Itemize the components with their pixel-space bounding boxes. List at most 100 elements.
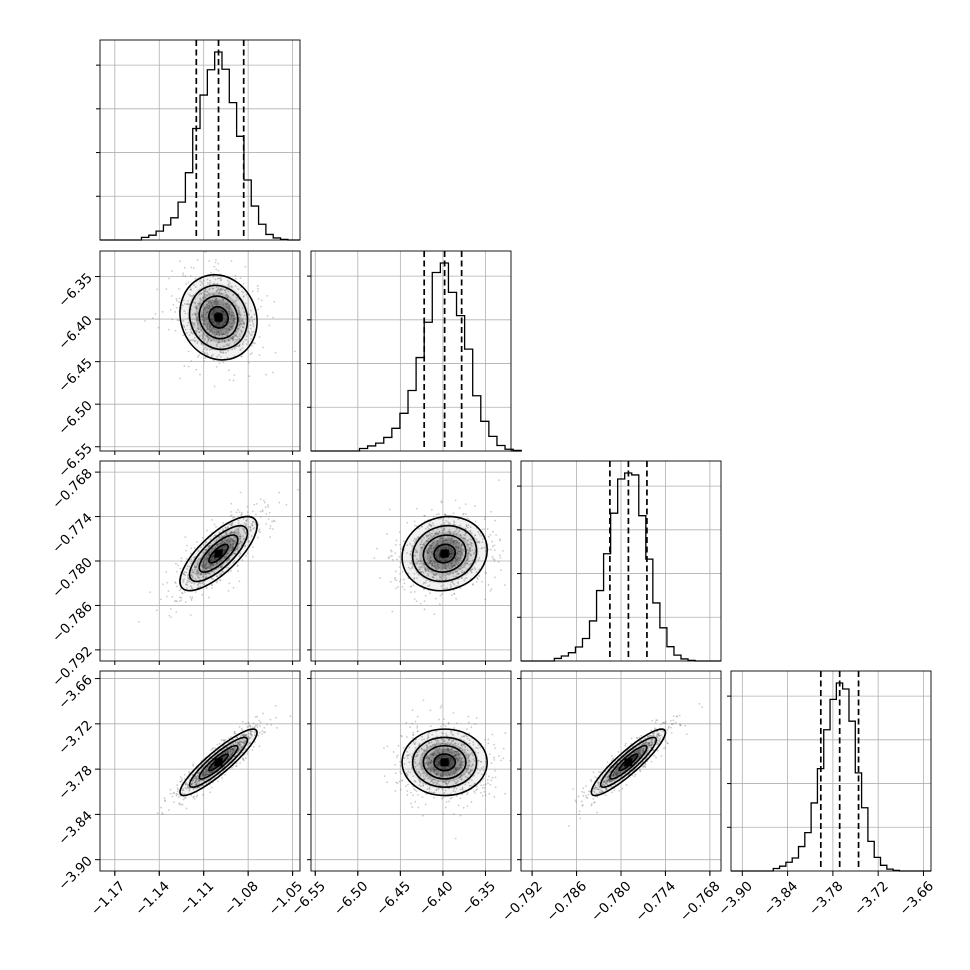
scatter-point <box>430 525 433 528</box>
scatter-point <box>462 513 465 516</box>
scatter-point <box>237 309 240 312</box>
scatter-point <box>199 582 202 585</box>
scatter-point <box>226 300 229 303</box>
scatter-point <box>202 773 205 776</box>
scatter-point <box>232 743 235 745</box>
scatter-point <box>230 531 232 534</box>
scatter-point <box>208 337 211 339</box>
scatter-point <box>442 750 444 753</box>
scatter-point <box>253 318 256 321</box>
scatter-point <box>194 591 197 593</box>
scatter-point <box>209 771 212 774</box>
scatter-point <box>455 750 458 753</box>
scatter-point <box>421 814 424 817</box>
scatter-point <box>224 538 227 541</box>
scatter-point <box>448 739 450 742</box>
scatter-point <box>259 721 262 724</box>
scatter-point <box>232 319 235 322</box>
scatter-point <box>462 756 465 759</box>
scatter-point <box>437 763 440 766</box>
scatter-point <box>230 549 233 552</box>
scatter-point <box>231 548 234 550</box>
scatter-point <box>413 537 416 540</box>
scatter-point <box>237 544 240 546</box>
scatter-point <box>467 781 470 784</box>
scatter-point <box>478 568 481 571</box>
scatter-point <box>196 786 199 789</box>
scatter-point <box>462 743 465 746</box>
scatter-point <box>208 298 211 301</box>
scatter-point <box>218 560 221 563</box>
scatter-point <box>453 523 456 526</box>
scatter-point <box>181 304 184 307</box>
scatter-point <box>471 568 473 571</box>
scatter-point <box>267 504 269 506</box>
scatter-point <box>197 583 200 586</box>
scatter-point <box>205 586 208 589</box>
scatter-point <box>412 775 414 777</box>
scatter-point <box>409 791 412 794</box>
scatter-point <box>394 790 397 792</box>
scatter-point <box>493 559 496 562</box>
scatter-point <box>212 747 215 749</box>
scatter-point <box>221 324 224 327</box>
scatter-point <box>398 531 401 534</box>
scatter-point <box>400 734 403 737</box>
scatter-point <box>428 562 431 565</box>
scatter-point <box>639 753 642 755</box>
scatter-point <box>215 563 218 566</box>
scatter-point <box>458 763 461 766</box>
scatter-point <box>484 550 487 553</box>
scatter-point <box>420 525 423 528</box>
scatter-point <box>217 322 219 325</box>
scatter-point <box>481 546 484 549</box>
scatter-point <box>224 533 227 535</box>
scatter-point <box>437 513 440 515</box>
scatter-point <box>240 544 243 547</box>
scatter-point <box>445 779 447 782</box>
scatter-point <box>409 553 412 555</box>
scatter-point <box>425 744 428 747</box>
scatter-point <box>224 739 227 741</box>
scatter-point <box>429 534 432 537</box>
scatter-point <box>415 550 418 553</box>
scatter-point <box>394 576 397 579</box>
scatter-point <box>230 502 233 505</box>
scatter-point <box>405 785 407 788</box>
scatter-point <box>220 534 223 537</box>
scatter-point <box>430 560 432 563</box>
contour-0 <box>179 728 258 797</box>
scatter-point <box>232 547 235 549</box>
scatter-point <box>398 580 401 583</box>
scatter-point <box>208 551 211 554</box>
scatter-point <box>182 581 185 584</box>
scatter-point <box>163 799 166 802</box>
scatter-point <box>187 281 190 284</box>
scatter-point <box>415 539 418 542</box>
scatter-point <box>228 280 230 283</box>
scatter-point <box>211 303 213 306</box>
scatter-point <box>430 524 433 527</box>
scatter-point <box>468 739 471 742</box>
scatter-point <box>245 532 247 534</box>
scatter-point <box>201 314 204 317</box>
scatter-point <box>412 733 414 736</box>
scatter-point <box>450 547 452 550</box>
scatter-point <box>221 547 223 549</box>
scatter-point <box>231 522 234 525</box>
scatter-point <box>469 538 472 540</box>
scatter-point <box>190 783 193 786</box>
scatter-point <box>423 581 426 584</box>
scatter-point <box>199 280 202 283</box>
scatter-point <box>603 781 605 784</box>
scatter-point <box>435 760 438 763</box>
scatter-point <box>251 546 254 548</box>
scatter-point <box>222 324 225 326</box>
scatter-point <box>447 782 450 785</box>
scatter-point <box>460 744 463 747</box>
scatter-point <box>253 526 256 529</box>
scatter-point <box>453 754 455 757</box>
scatter-point <box>426 773 429 776</box>
scatter-point <box>427 736 430 739</box>
scatter-point <box>174 562 177 565</box>
